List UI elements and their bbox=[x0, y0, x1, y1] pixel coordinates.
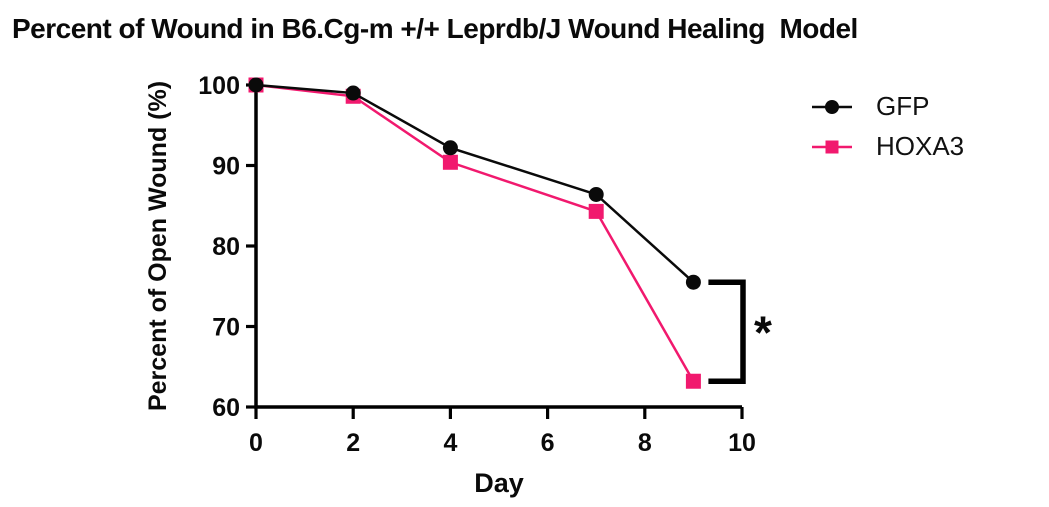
hoxa3-point-day-4 bbox=[442, 154, 458, 170]
x-tick-label: 4 bbox=[443, 429, 457, 457]
y-tick-label: 80 bbox=[212, 233, 240, 261]
gfp-line bbox=[255, 83, 695, 284]
x-tick-label: 6 bbox=[541, 429, 555, 457]
y-tick-label: 70 bbox=[212, 314, 240, 342]
significance-bracket bbox=[708, 279, 746, 384]
gfp-point-day-2 bbox=[345, 85, 361, 101]
y-tick-label: 100 bbox=[198, 72, 240, 100]
hoxa3-square-marker-icon bbox=[812, 140, 852, 153]
chart-legend: GFP HOXA3 bbox=[812, 91, 965, 161]
legend-label-hoxa3: HOXA3 bbox=[876, 131, 965, 161]
gfp-point-day-0 bbox=[248, 77, 264, 93]
gfp-point-day-7 bbox=[588, 186, 604, 202]
x-tick-label: 0 bbox=[249, 429, 263, 457]
legend-item-gfp: GFP bbox=[812, 91, 964, 121]
gfp-point-day-9 bbox=[685, 274, 701, 290]
x-axis-title: Day bbox=[474, 468, 524, 498]
legend-label-gfp: GFP bbox=[876, 91, 930, 121]
y-tick-label: 60 bbox=[212, 394, 240, 422]
gfp-point-day-4 bbox=[442, 140, 458, 156]
y-tick-label: 90 bbox=[212, 153, 240, 181]
hoxa3-point-day-9 bbox=[685, 373, 701, 389]
legend-item-hoxa3: HOXA3 bbox=[812, 131, 965, 161]
significance-star: * bbox=[754, 307, 772, 359]
hoxa3-line bbox=[255, 83, 695, 382]
x-tick-label: 2 bbox=[346, 429, 360, 457]
x-tick-label: 10 bbox=[728, 429, 756, 457]
gfp-circle-marker-icon bbox=[812, 99, 852, 114]
chart-title: Percent of Wound in B6.Cg-m +/+ Leprdb/J… bbox=[12, 13, 858, 44]
y-axis-title: Percent of Open Wound (%) bbox=[144, 81, 172, 411]
axis-spines bbox=[254, 85, 742, 409]
hoxa3-point-day-7 bbox=[588, 203, 604, 219]
x-tick-label: 8 bbox=[638, 429, 652, 457]
